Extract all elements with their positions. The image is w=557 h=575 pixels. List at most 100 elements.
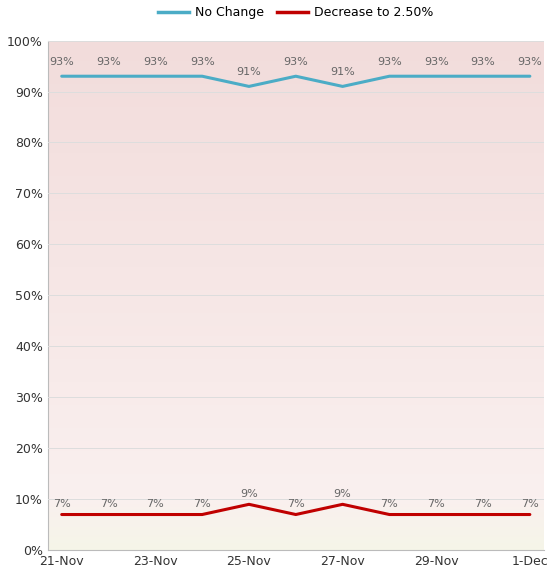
Bar [48,171,544,173]
Bar [48,84,544,86]
Bar [48,356,544,359]
Bar [48,216,544,219]
Bar [48,507,544,509]
Bar [48,148,544,150]
Bar [48,150,544,153]
Bar [48,346,544,349]
Bar [48,446,544,448]
Bar [48,135,544,137]
Bar [48,305,544,308]
Bar [48,413,544,415]
Bar [48,280,544,283]
Bar [48,453,544,456]
Text: 93%: 93% [96,57,121,67]
Bar [48,301,544,303]
Bar [48,143,544,145]
Bar [48,145,544,148]
Bar [48,114,544,117]
Bar [48,48,544,51]
Bar [48,547,544,550]
Bar [48,344,544,346]
Bar [48,456,544,458]
Bar [48,540,544,543]
Bar [48,428,544,431]
Bar [48,219,544,221]
Bar [48,387,544,390]
Bar [48,191,544,193]
Bar [48,260,544,262]
Bar [48,402,544,405]
Bar [48,451,544,453]
Bar [48,461,544,463]
Bar [48,448,544,451]
Bar [48,494,544,497]
Bar [48,242,544,244]
Bar [48,211,544,214]
Bar [48,397,544,400]
Bar [48,319,544,321]
Bar [48,543,544,545]
Bar [48,255,544,257]
Bar [48,359,544,362]
Bar [48,385,544,387]
Bar [48,204,544,206]
Bar [48,120,544,122]
Bar [48,354,544,356]
Bar [48,56,544,59]
Text: 93%: 93% [284,57,308,67]
Bar [48,183,544,186]
Bar [48,53,544,56]
Bar [48,431,544,433]
Bar [48,239,544,242]
Bar [48,206,544,209]
Bar [48,374,544,377]
Bar [48,415,544,417]
Text: 7%: 7% [146,500,164,509]
Bar [48,273,544,275]
Bar [48,323,544,326]
Bar [48,336,544,339]
Bar [48,66,544,68]
Text: 93%: 93% [517,57,542,67]
Bar [48,362,544,364]
Bar [48,512,544,515]
Bar [48,316,544,319]
Bar [48,423,544,426]
Bar [48,283,544,285]
Bar [48,270,544,273]
Bar [48,175,544,178]
Bar [48,127,544,130]
Bar [48,232,544,234]
Bar [48,328,544,331]
Text: 7%: 7% [380,500,398,509]
Bar [48,538,544,540]
Bar [48,486,544,489]
Bar [48,267,544,270]
Bar [48,224,544,227]
Bar [48,509,544,512]
Bar [48,377,544,380]
Bar [48,535,544,538]
Text: 9%: 9% [334,489,351,499]
Bar [48,59,544,61]
Bar [48,109,544,112]
Bar [48,262,544,265]
Bar [48,122,544,125]
Bar [48,43,544,45]
Bar [48,214,544,216]
Text: 7%: 7% [100,500,118,509]
Bar [48,395,544,397]
Bar [48,426,544,428]
Bar [48,438,544,440]
Bar [48,479,544,481]
Text: 7%: 7% [521,500,539,509]
Bar [48,530,544,532]
Bar [48,278,544,280]
Bar [48,296,544,298]
Bar [48,502,544,504]
Bar [48,81,544,84]
Text: 93%: 93% [424,57,448,67]
Text: 91%: 91% [237,67,261,77]
Bar [48,91,544,94]
Bar [48,471,544,474]
